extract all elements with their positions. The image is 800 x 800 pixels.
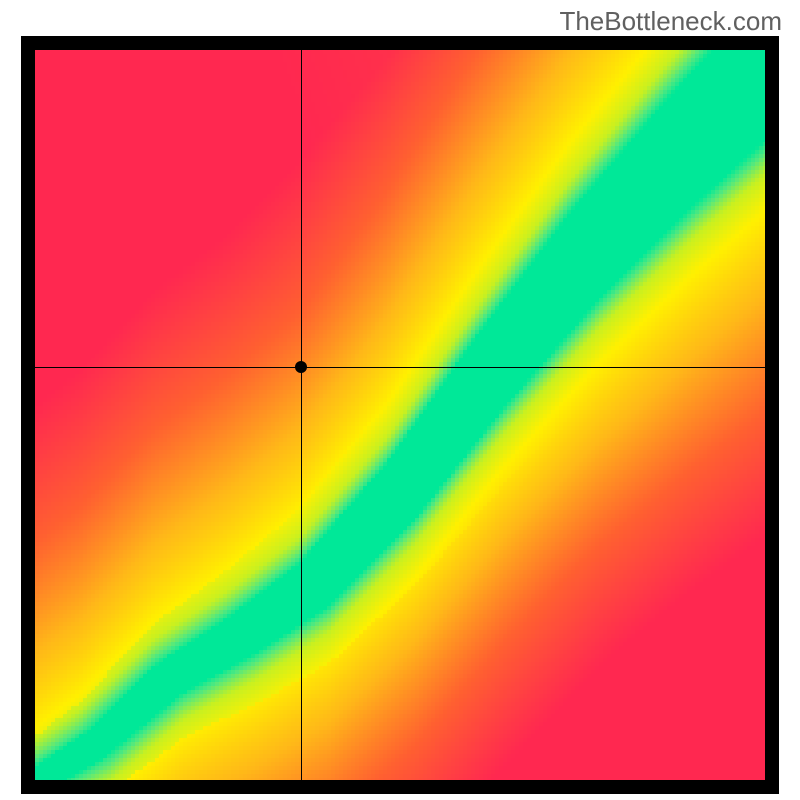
watermark-text: TheBottleneck.com [559,6,782,37]
crosshair-vertical-line [301,50,302,780]
crosshair-horizontal-line [35,367,765,368]
page-container: TheBottleneck.com [0,0,800,800]
bottleneck-heatmap-frame [21,36,779,794]
crosshair-point-marker [295,361,307,373]
bottleneck-heatmap-canvas [35,50,765,780]
